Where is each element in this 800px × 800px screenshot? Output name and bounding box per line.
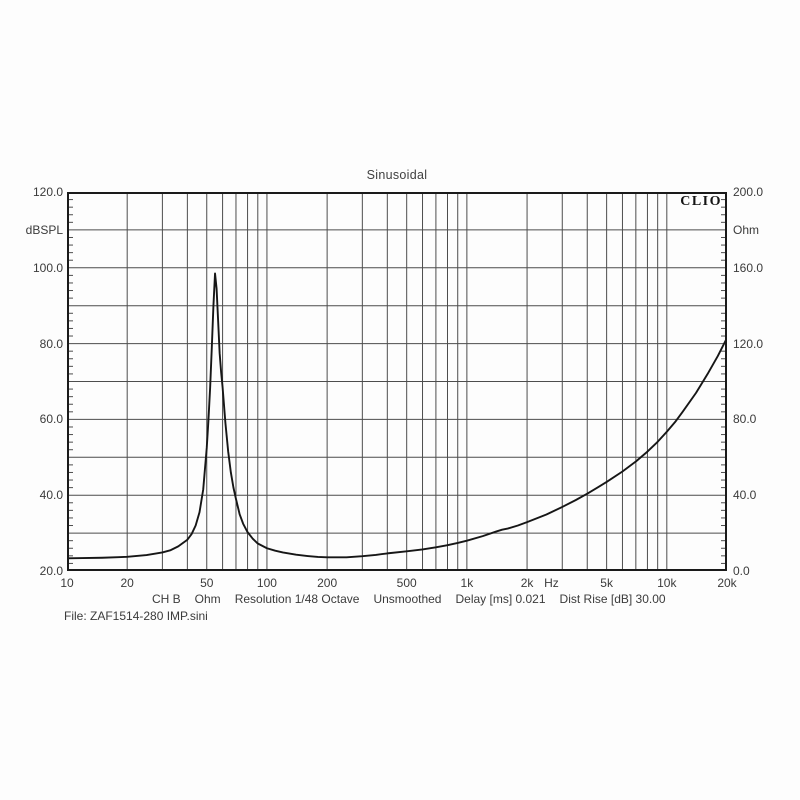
left-axis-tick-label: 20.0 [39, 564, 63, 578]
status-delay: Delay [ms] 0.021 [455, 592, 546, 606]
status-resolution: Resolution 1/48 Octave [234, 592, 360, 606]
left-axis-unit-label: dBSPL [25, 223, 63, 237]
left-axis-tick-label: 100.0 [32, 260, 63, 275]
status-line: CH B Ohm Resolution 1/48 Octave Unsmooth… [152, 592, 666, 606]
right-axis-tick-label: 160.0 [733, 260, 764, 275]
right-axis-tick-label: 120.0 [733, 336, 764, 351]
left-axis-tick-label: 120.0 [32, 185, 63, 199]
status-unit: Ohm [194, 592, 221, 606]
x-axis-tick-label: 100 [256, 576, 277, 590]
left-axis-tick-label: 60.0 [39, 412, 63, 427]
impedance-plot-svg [67, 192, 727, 571]
x-axis-tick-label: 10 [60, 576, 74, 590]
impedance-curve [67, 272, 727, 560]
right-axis-tick-label: 200.0 [733, 185, 764, 199]
x-axis-tick-label: 5k [600, 576, 613, 590]
chart-title: Sinusoidal [366, 168, 428, 182]
x-axis-tick-label: 1k [460, 576, 474, 590]
x-axis-unit-label: Hz [544, 576, 559, 590]
right-axis-tick-label: 80.0 [733, 412, 757, 427]
plot-border [67, 192, 727, 571]
x-axis-tick-label: 50 [200, 576, 214, 590]
x-axis-tick-label: 200 [317, 576, 338, 590]
x-axis-tick-label: 10k [657, 576, 677, 590]
left-axis-tick-label: 40.0 [39, 488, 63, 503]
x-axis-tick-label: 2k [520, 576, 534, 590]
right-axis-unit-label: Ohm [733, 223, 760, 237]
right-axis-tick-label: 40.0 [733, 488, 757, 503]
status-channel: CH B [152, 592, 181, 606]
x-axis-tick-label: 20 [120, 576, 134, 590]
right-axis-tick-label: 0.0 [733, 564, 750, 578]
file-name-label: File: ZAF1514-280 IMP.sini [64, 609, 208, 623]
plot-area: CLIO [67, 192, 727, 571]
x-axis-tick-label: 20k [717, 576, 737, 590]
x-axis-tick-label: 500 [396, 576, 417, 590]
left-axis-tick-label: 80.0 [39, 336, 63, 351]
status-smoothing: Unsmoothed [373, 592, 442, 606]
status-dist-rise: Dist Rise [dB] 30.00 [559, 592, 666, 606]
clio-logo: CLIO [680, 194, 722, 209]
